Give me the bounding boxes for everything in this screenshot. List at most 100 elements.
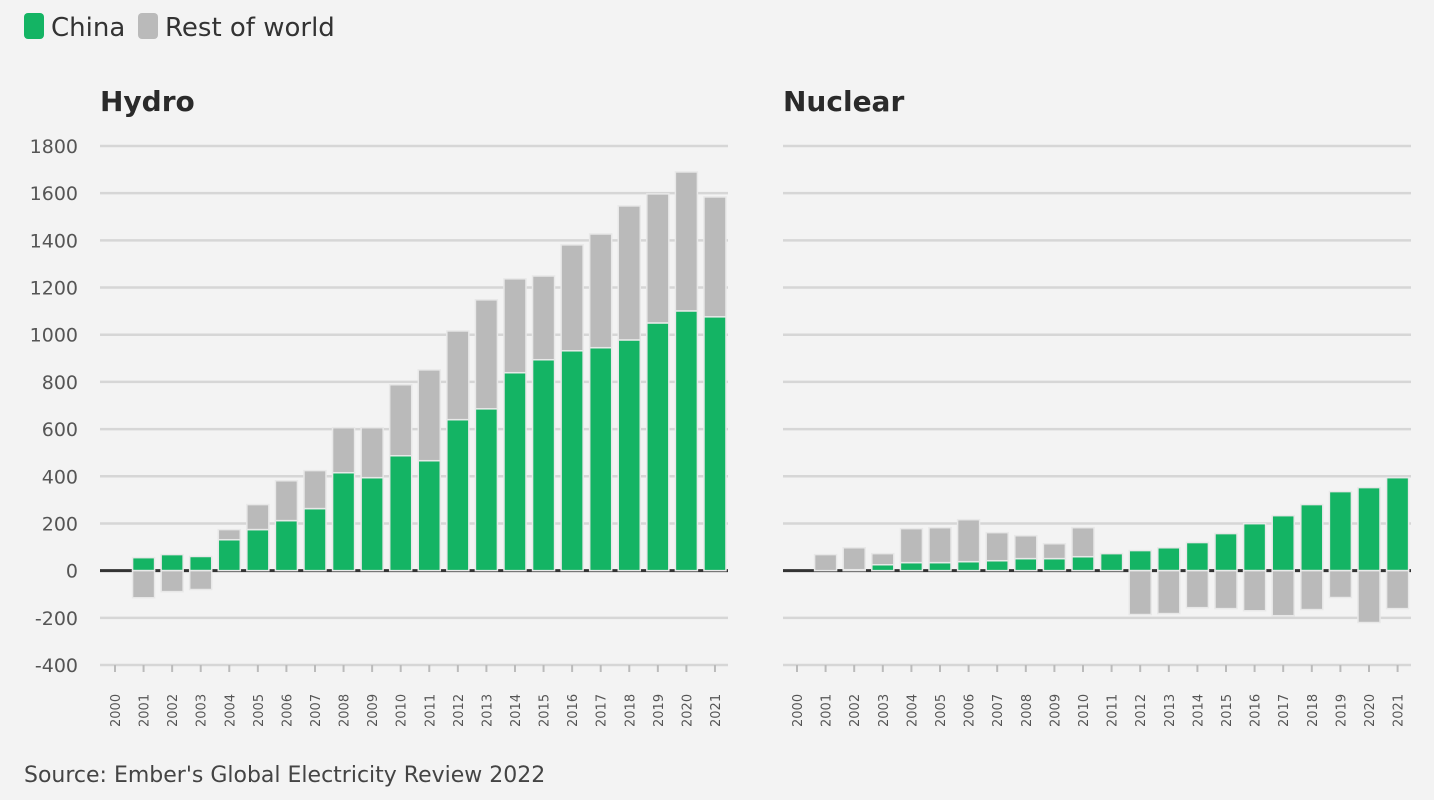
bar-rest-of-world-2004 [217, 528, 242, 541]
bar-china-2005 [928, 561, 952, 572]
bar-china-2021 [703, 316, 727, 572]
bar-rest-of-world-2011 [417, 369, 442, 462]
legend-swatch-rest-of-world [138, 13, 158, 39]
x-tick-label: 2013 [1163, 694, 1178, 727]
bar-china-2019 [1328, 490, 1353, 572]
bar-rest-of-world-2015 [1214, 569, 1238, 610]
bar-rest-of-world-2017 [588, 233, 613, 349]
bar-rest-of-world-2013 [1157, 569, 1181, 615]
x-tick-label: 2009 [366, 694, 381, 727]
x-tick-label: 2008 [338, 694, 353, 727]
bar-china-2004 [217, 538, 242, 572]
bar-rest-of-world-2021 [703, 196, 727, 318]
bar-china-2013 [1157, 547, 1181, 572]
bar-china-2003 [188, 555, 213, 572]
y-tick-label: 400 [42, 466, 78, 488]
bar-rest-of-world-2013 [474, 299, 499, 410]
x-tick-label: 2020 [1363, 694, 1378, 727]
bar-rest-of-world-2019 [1328, 569, 1353, 599]
x-tick-label: 2004 [223, 694, 238, 727]
bar-china-2020 [1357, 486, 1381, 572]
bar-china-2012 [1128, 549, 1152, 572]
bar-rest-of-world-2018 [1300, 569, 1324, 611]
bar-china-2016 [560, 350, 584, 572]
bar-rest-of-world-2007 [985, 531, 1009, 562]
bar-rest-of-world-2014 [1185, 569, 1210, 609]
x-tick-label: 2017 [595, 694, 610, 727]
bar-rest-of-world-2007 [303, 469, 327, 510]
bar-rest-of-world-2012 [446, 330, 470, 421]
x-tick-label: 2002 [848, 694, 863, 727]
x-tick-label: 2002 [166, 694, 181, 727]
bar-china-2013 [474, 408, 499, 572]
bar-rest-of-world-2015 [531, 275, 556, 361]
x-tick-label: 2000 [791, 694, 806, 727]
bar-china-2014 [503, 371, 527, 572]
y-tick-label: -400 [35, 655, 78, 677]
bar-china-2017 [588, 346, 613, 572]
bar-china-2015 [531, 358, 556, 572]
x-tick-label: 2014 [1191, 694, 1206, 727]
legend: China Rest of world [24, 13, 335, 43]
bar-china-2007 [303, 507, 327, 572]
y-tick-label: 800 [42, 372, 78, 394]
panel-hydro: 180016001400120010008006004002000-200-40… [30, 136, 728, 727]
bar-china-2010 [1071, 555, 1095, 572]
bar-rest-of-world-2005 [246, 503, 270, 531]
source-note: Source: Ember's Global Electricity Revie… [24, 763, 545, 788]
bar-rest-of-world-2002 [160, 569, 184, 593]
x-tick-label: 2006 [963, 694, 978, 727]
bar-rest-of-world-2010 [1071, 526, 1095, 558]
bar-rest-of-world-2019 [646, 193, 670, 324]
legend-label-rest-of-world: Rest of world [165, 13, 335, 43]
bar-china-2011 [1099, 552, 1124, 572]
x-tick-label: 2018 [623, 694, 638, 727]
x-tick-label: 2019 [1334, 694, 1349, 727]
bar-rest-of-world-2008 [1014, 534, 1038, 560]
bar-rest-of-world-2003 [871, 552, 895, 566]
x-tick-label: 2007 [991, 694, 1006, 727]
bar-china-2001 [131, 556, 156, 572]
panel-title-hydro: Hydro [100, 85, 195, 118]
bar-rest-of-world-2010 [388, 383, 413, 457]
x-tick-label: 2006 [280, 694, 295, 727]
legend-label-china: China [51, 13, 125, 43]
x-tick-label: 2004 [905, 694, 920, 727]
bar-china-2009 [360, 476, 384, 572]
bar-rest-of-world-2001 [131, 569, 156, 599]
bar-china-2020 [674, 310, 699, 572]
panel-nuclear: 2000 2001 2002 2003 2004 2005 2006 2007 2008 2009… [783, 144, 1411, 727]
bar-china-2008 [1014, 557, 1038, 572]
bar-china-2005 [246, 528, 270, 572]
y-tick-label: -200 [35, 608, 78, 630]
bar-china-2002 [160, 553, 184, 572]
bar-rest-of-world-2020 [674, 171, 699, 312]
x-tick-label: 2017 [1277, 694, 1292, 727]
panel-title-nuclear: Nuclear [783, 85, 904, 118]
bar-rest-of-world-2001 [813, 553, 838, 572]
x-tick-label: 2003 [877, 694, 892, 727]
bar-china-2009 [1042, 557, 1067, 572]
x-tick-label: 2021 [709, 694, 724, 727]
bar-rest-of-world-2008 [331, 426, 356, 474]
y-tick-label: 1400 [30, 230, 78, 252]
x-tick-label: 2019 [652, 694, 667, 727]
x-tick-label: 2012 [452, 694, 467, 727]
bar-rest-of-world-2012 [1128, 569, 1152, 616]
bar-rest-of-world-2003 [188, 569, 213, 591]
bar-rest-of-world-2005 [928, 526, 952, 564]
bar-china-2017 [1271, 514, 1295, 572]
bar-rest-of-world-2006 [274, 480, 299, 522]
bar-china-2008 [331, 471, 356, 572]
x-tick-label: 2014 [509, 694, 524, 727]
bar-china-2015 [1214, 532, 1238, 572]
y-tick-label: 1800 [30, 136, 78, 158]
y-tick-label: 600 [42, 419, 78, 441]
bar-china-2014 [1185, 541, 1210, 572]
x-tick-label: 2016 [566, 694, 581, 727]
bar-china-2003 [871, 563, 895, 572]
bar-china-2006 [274, 519, 299, 572]
x-tick-label: 2000 [109, 694, 124, 727]
bar-rest-of-world-2016 [560, 244, 584, 352]
